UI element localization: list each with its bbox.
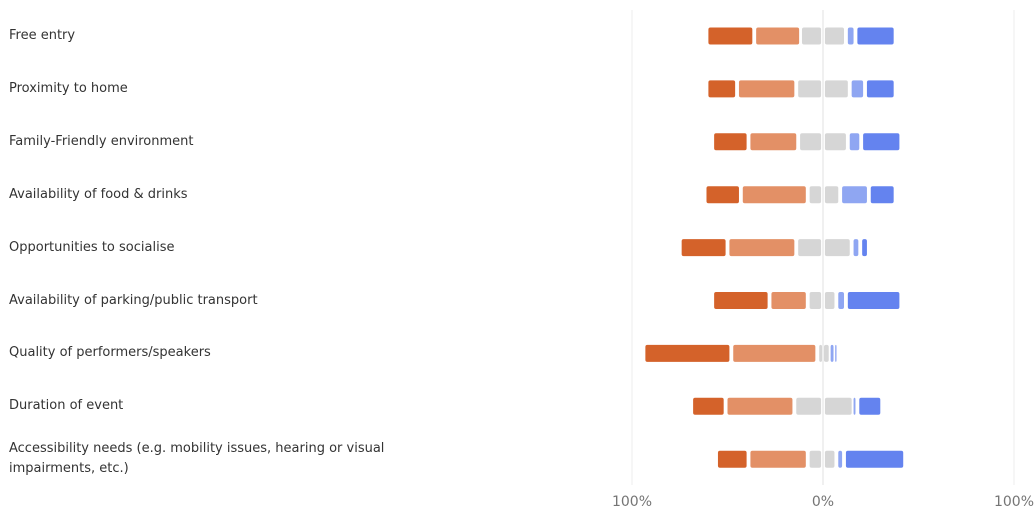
bar-segment[interactable] <box>645 344 730 362</box>
row-label: Quality of performers/speakers <box>9 345 211 361</box>
bar-segment[interactable] <box>681 239 726 257</box>
bar-segment[interactable] <box>727 397 793 415</box>
bar-segment[interactable] <box>824 27 845 45</box>
bar-segment[interactable] <box>756 27 800 45</box>
bar-segment[interactable] <box>862 239 867 257</box>
bar-segment[interactable] <box>693 397 724 415</box>
row-label: Family-Friendly environment <box>9 133 194 149</box>
bar-segment[interactable] <box>717 450 747 468</box>
bar-segment[interactable] <box>800 133 822 151</box>
bar-segment[interactable] <box>851 80 864 98</box>
x-tick-label: 100% <box>612 494 652 510</box>
bar-segment[interactable] <box>708 27 753 45</box>
bar-segment[interactable] <box>819 344 823 362</box>
bar-segment[interactable] <box>849 133 860 151</box>
bar-segment[interactable] <box>801 27 822 45</box>
bar-segment[interactable] <box>750 450 806 468</box>
bar-segment[interactable] <box>708 80 736 98</box>
row-label: Duration of event <box>9 398 124 414</box>
bar-segment[interactable] <box>847 292 900 309</box>
bar-segment[interactable] <box>824 397 852 415</box>
bar-segment[interactable] <box>863 133 900 151</box>
row-label: Availability of parking/public transport <box>9 292 258 308</box>
bar-segment[interactable] <box>824 133 846 151</box>
bar-segment[interactable] <box>824 186 839 204</box>
bar-segment[interactable] <box>714 133 747 151</box>
bar-segment[interactable] <box>853 397 856 415</box>
bar-segment[interactable] <box>847 27 854 45</box>
bar-segment[interactable] <box>706 186 739 204</box>
row-label: Availability of food & drinks <box>9 186 188 202</box>
bar-segment[interactable] <box>857 27 894 45</box>
x-tick-label: 0% <box>812 494 834 510</box>
bar-segment[interactable] <box>824 450 835 468</box>
bar-segment[interactable] <box>830 344 834 362</box>
row-label: Proximity to home <box>9 80 128 96</box>
bar-segment[interactable] <box>714 292 768 309</box>
bar-segment[interactable] <box>733 344 816 362</box>
bar-segment[interactable] <box>771 292 806 309</box>
bar-segment[interactable] <box>738 80 795 98</box>
bar-segment[interactable] <box>824 80 848 98</box>
bar-segment[interactable] <box>824 239 850 257</box>
bar-segment[interactable] <box>838 292 845 309</box>
bar-segment[interactable] <box>823 344 829 362</box>
bar-segment[interactable] <box>859 397 881 415</box>
bar-segment[interactable] <box>798 239 822 257</box>
bar-segment[interactable] <box>835 344 837 362</box>
bar-segment[interactable] <box>842 186 867 204</box>
bar-segment[interactable] <box>798 80 822 98</box>
bar-segment[interactable] <box>729 239 795 257</box>
bar-segment[interactable] <box>866 80 894 98</box>
x-tick-label: 100% <box>994 494 1034 510</box>
bar-segment[interactable] <box>742 186 806 204</box>
bar-segment[interactable] <box>824 292 835 309</box>
row-label: Accessibility needs (e.g. mobility issue… <box>9 441 385 477</box>
row-label: Free entry <box>9 28 76 43</box>
row-label: Opportunities to socialise <box>9 239 175 255</box>
bar-segment[interactable] <box>809 292 822 309</box>
bar-segment[interactable] <box>750 133 797 151</box>
bar-segment[interactable] <box>809 186 822 204</box>
bar-segment[interactable] <box>809 450 822 468</box>
bar-segment[interactable] <box>845 450 904 468</box>
bar-segment[interactable] <box>870 186 894 204</box>
bar-segment[interactable] <box>853 239 859 257</box>
bar-segment[interactable] <box>838 450 843 468</box>
row-labels: Free entry Proximity to home Family-Friend… <box>0 0 470 512</box>
bar-segment[interactable] <box>796 397 822 415</box>
